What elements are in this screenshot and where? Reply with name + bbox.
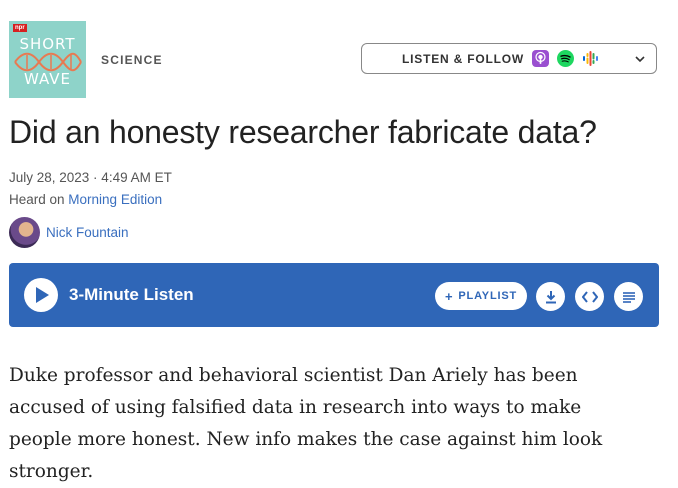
- author-avatar[interactable]: [9, 216, 40, 248]
- article-headline: Did an honesty researcher fabricate data…: [9, 114, 597, 150]
- embed-icon: [581, 290, 598, 303]
- section-label[interactable]: SCIENCE: [101, 53, 163, 67]
- podcast-art-title-top: SHORT: [19, 35, 76, 53]
- chevron-down-icon[interactable]: [634, 52, 646, 70]
- podcast-artwork[interactable]: npr SHORT WAVE: [9, 21, 86, 98]
- podcast-art-title-bottom: WAVE: [23, 70, 72, 88]
- download-icon: [545, 290, 556, 303]
- spotify-icon[interactable]: [557, 50, 574, 67]
- heard-on-prefix: Heard on: [9, 192, 69, 207]
- apple-podcasts-icon[interactable]: [532, 50, 549, 67]
- article-date: July 28, 2023 · 4:49 AM ET: [9, 170, 172, 185]
- npr-badge: npr: [13, 24, 27, 32]
- listen-follow-label: LISTEN & FOLLOW: [402, 51, 524, 66]
- google-podcasts-icon[interactable]: [582, 50, 599, 67]
- playlist-label: PLAYLIST: [458, 290, 517, 302]
- player-title: 3-Minute Listen: [69, 285, 194, 304]
- embed-button[interactable]: [575, 282, 604, 311]
- transcript-icon: [622, 291, 635, 303]
- author-link[interactable]: Nick Fountain: [46, 224, 129, 240]
- download-button[interactable]: [536, 282, 565, 311]
- heard-on: Heard on Morning Edition: [9, 192, 162, 207]
- listen-follow-dropdown[interactable]: LISTEN & FOLLOW: [361, 43, 657, 74]
- transcript-button[interactable]: [614, 282, 643, 311]
- wave-graphic: [14, 52, 82, 72]
- heard-on-show-link[interactable]: Morning Edition: [68, 192, 163, 207]
- play-icon: [36, 287, 49, 303]
- add-to-playlist-button[interactable]: + PLAYLIST: [435, 282, 527, 310]
- author-byline: Nick Fountain: [9, 216, 129, 248]
- plus-icon: +: [445, 288, 454, 304]
- article-teaser: Duke professor and behavioral scientist …: [9, 365, 603, 482]
- audio-player: 3-Minute Listen + PLAYLIST: [9, 263, 659, 327]
- play-button[interactable]: [24, 278, 58, 312]
